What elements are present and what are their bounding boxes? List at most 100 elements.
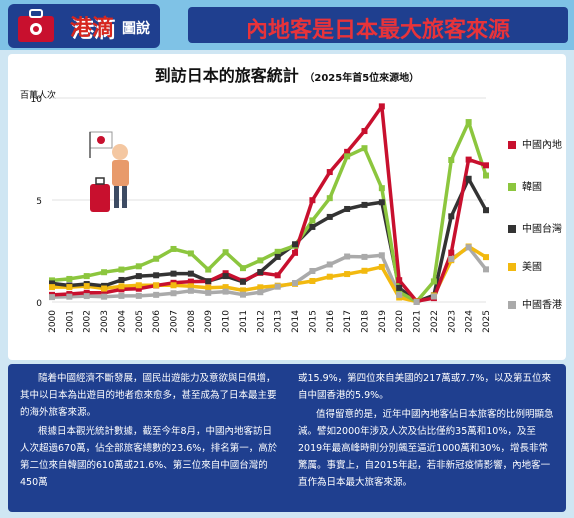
data-point — [465, 244, 472, 251]
x-tick-label: 2006 — [152, 310, 162, 333]
data-point — [101, 293, 108, 300]
data-point — [135, 292, 142, 299]
data-point — [101, 269, 108, 276]
data-point — [222, 249, 229, 256]
data-point — [170, 282, 177, 289]
headline: 內地客是日本最大旅客來源 — [245, 18, 510, 43]
data-point — [101, 285, 108, 292]
data-point — [118, 292, 125, 299]
y-tick-label: 0 — [36, 299, 42, 309]
data-point — [483, 162, 489, 169]
data-point — [326, 195, 333, 202]
data-point — [49, 280, 55, 287]
data-point — [118, 266, 125, 273]
data-point — [239, 278, 246, 285]
legend-swatch — [508, 263, 516, 271]
legend-label: 中國台灣 — [522, 224, 562, 235]
data-point — [344, 271, 351, 278]
x-tick-label: 2009 — [204, 310, 214, 333]
x-tick-label: 2016 — [326, 310, 336, 333]
legend-label: 韓國 — [522, 182, 542, 193]
data-point — [153, 282, 160, 289]
legend-swatch — [508, 225, 516, 233]
data-point — [344, 148, 351, 155]
data-point — [153, 272, 160, 279]
data-point — [49, 277, 55, 284]
data-point — [83, 283, 90, 290]
data-point — [309, 217, 316, 224]
traveler-illustration-icon — [89, 131, 129, 212]
legend-item-china-mainland: 中國內地 — [508, 136, 562, 151]
data-point — [309, 277, 316, 284]
data-point — [448, 249, 455, 256]
data-point — [274, 272, 281, 279]
article-paragraph: 隨着中國經濟不斷發展，國民出遊能力及意欲與日俱增，其中以日本為出遊目的地者愈來愈… — [20, 373, 277, 418]
article-paragraph: 根據日本觀光統計數據，截至今年8月，中國內地客訪日人次超過670萬，佔全部旅客總… — [20, 426, 278, 488]
data-point — [326, 213, 333, 220]
data-point — [361, 128, 368, 135]
data-point — [187, 278, 194, 285]
chart-subtitle: （2025年首5位來源地） — [304, 73, 420, 84]
legend-swatch — [508, 183, 516, 191]
article-column-right: 或15.9%，第四位來自美國的217萬或7.7%，以及第五位來自中國香港的5.9… — [298, 370, 556, 493]
data-point — [257, 257, 264, 264]
data-point — [378, 199, 385, 206]
x-tick-label: 2010 — [222, 310, 232, 333]
data-point — [430, 293, 437, 300]
data-point — [378, 252, 385, 259]
x-tick-label: 2005 — [135, 310, 145, 333]
data-point — [292, 249, 299, 256]
data-point — [83, 293, 90, 300]
data-point — [118, 286, 125, 293]
data-point — [344, 153, 351, 160]
x-tick-label: 2014 — [291, 310, 301, 333]
legend-swatch — [508, 141, 516, 149]
legend-label: 美國 — [522, 262, 542, 273]
legend-item-hong-kong: 中國香港 — [508, 296, 562, 311]
data-point — [118, 283, 125, 290]
data-point — [309, 267, 316, 274]
line-chart: 0 5 10 2000 2001 2002 2003 2004 2005 2006 2007 200… — [31, 95, 492, 333]
data-point — [135, 273, 142, 280]
chart-title-text: 到訪日本的旅客統計 — [154, 66, 299, 85]
x-tick-label: 2008 — [187, 310, 197, 333]
data-point — [483, 207, 489, 214]
data-point — [378, 103, 385, 110]
header-banner: 港滴 圖說 內地客是日本最大旅客來源 — [0, 0, 574, 50]
data-point — [274, 253, 281, 260]
logo-subtitle: 圖說 — [122, 21, 150, 37]
x-tick-label: 2025 — [482, 310, 492, 333]
data-point — [222, 273, 229, 280]
legend-item-taiwan: 中國台灣 — [508, 220, 562, 235]
data-point — [66, 284, 73, 291]
data-point — [326, 169, 333, 176]
data-point — [257, 284, 264, 291]
data-point — [413, 299, 420, 305]
x-tick-label: 2007 — [170, 310, 180, 333]
data-point — [326, 273, 333, 280]
data-point — [222, 288, 229, 295]
data-point — [66, 275, 73, 282]
logo-title: 港滴 — [70, 16, 115, 41]
data-point — [274, 248, 281, 255]
data-point — [378, 185, 385, 192]
data-point — [361, 145, 368, 152]
data-point — [83, 289, 90, 296]
data-point — [465, 175, 472, 182]
y-tick-label: 10 — [31, 95, 43, 105]
x-tick-label: 2011 — [239, 310, 249, 333]
data-point — [483, 172, 489, 179]
data-point — [483, 266, 489, 273]
data-point — [170, 245, 177, 252]
x-tick-label: 2001 — [65, 310, 75, 333]
x-tick-label: 2023 — [447, 310, 457, 333]
x-tick-label: 2015 — [308, 310, 318, 333]
article-paragraph: 值得留意的是，近年中國內地客佔日本旅客的比例明顯急減。譬如2000年涉及人次及佔… — [298, 409, 554, 488]
data-point — [378, 263, 385, 270]
data-point — [361, 253, 368, 260]
x-tick-label: 2019 — [378, 310, 388, 333]
data-point — [66, 293, 73, 300]
x-tick-label: 2022 — [430, 310, 440, 333]
data-point — [448, 255, 455, 262]
x-tick-label: 2024 — [465, 310, 475, 333]
